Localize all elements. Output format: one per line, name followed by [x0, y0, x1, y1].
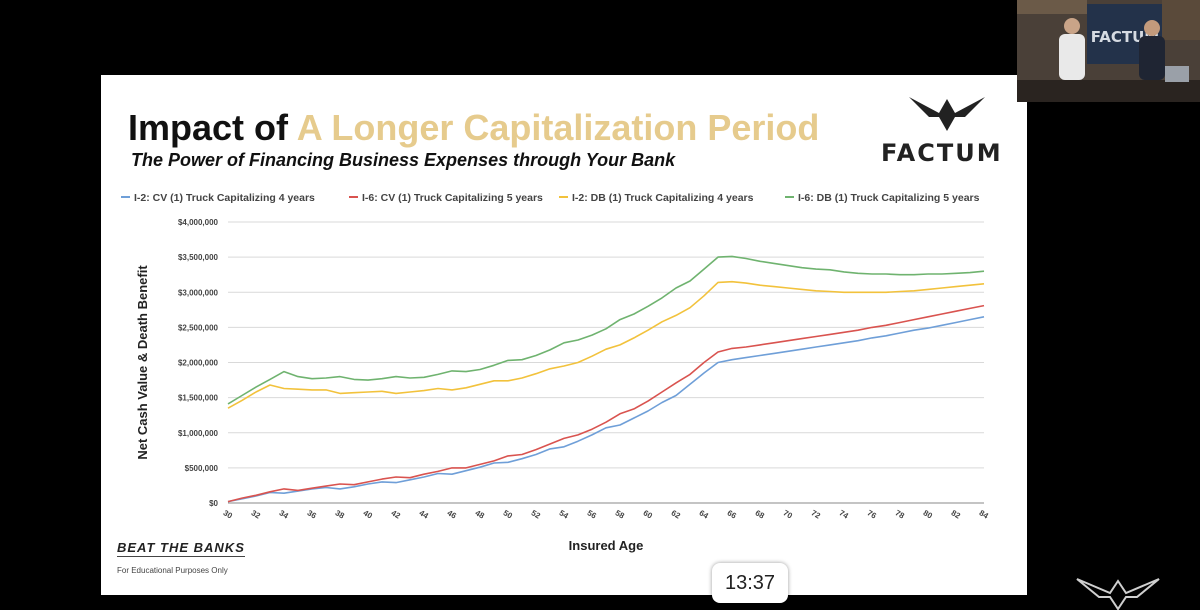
- title-prefix: Impact of: [128, 107, 289, 148]
- y-tick-label: $3,000,000: [178, 288, 219, 297]
- x-tick-label: 54: [558, 508, 571, 521]
- timestamp-badge: 13:37: [712, 563, 788, 603]
- factum-logo-icon: [909, 97, 985, 131]
- presenter-scene-icon: FACTUM: [1017, 0, 1200, 102]
- x-tick-label: 84: [978, 508, 991, 521]
- x-tick-label: 74: [838, 508, 851, 521]
- y-tick-label: $1,500,000: [178, 394, 219, 403]
- legend-label: I-2: DB (1) Truck Capitalizing 4 years: [572, 192, 754, 204]
- x-tick-label: 30: [222, 508, 235, 521]
- x-tick-label: 70: [782, 508, 795, 521]
- legend-label: I-6: DB (1) Truck Capitalizing 5 years: [798, 192, 980, 204]
- x-tick-label: 80: [922, 508, 935, 521]
- presenter-video-thumbnail[interactable]: FACTUM: [1017, 0, 1200, 102]
- x-tick-label: 38: [334, 508, 347, 521]
- factum-logo-text: FACTUM: [881, 139, 1003, 167]
- x-tick-label: 78: [894, 508, 907, 521]
- x-tick-label: 52: [530, 508, 543, 521]
- y-tick-label: $2,000,000: [178, 359, 219, 368]
- slide-subtitle: The Power of Financing Business Expenses…: [131, 150, 676, 170]
- x-tick-label: 58: [614, 508, 627, 521]
- x-tick-label: 76: [866, 508, 879, 521]
- slide-title: Impact of A Longer Capitalization Period: [128, 107, 819, 149]
- x-tick-label: 46: [446, 508, 459, 521]
- y-tick-label: $1,000,000: [178, 429, 219, 438]
- series-line: [227, 280, 985, 409]
- x-tick-label: 36: [306, 508, 319, 521]
- legend-label: I-2: CV (1) Truck Capitalizing 4 years: [134, 192, 315, 204]
- y-tick-label: $500,000: [185, 464, 219, 473]
- series-line: [227, 316, 985, 503]
- x-tick-label: 64: [698, 508, 711, 521]
- x-tick-label: 66: [726, 508, 739, 521]
- x-tick-label: 68: [754, 508, 767, 521]
- disclaimer-text: For Educational Purposes Only: [117, 566, 228, 575]
- series-line: [227, 255, 985, 405]
- x-tick-label: 50: [502, 508, 515, 521]
- x-tick-label: 56: [586, 508, 599, 521]
- x-tick-label: 40: [362, 508, 375, 521]
- x-tick-label: 62: [670, 508, 683, 521]
- x-tick-label: 72: [810, 508, 823, 521]
- y-tick-label: $2,500,000: [178, 323, 219, 332]
- line-chart: I-2: CV (1) Truck Capitalizing 4 years I-…: [121, 192, 991, 553]
- y-tick-label: $3,500,000: [178, 253, 219, 262]
- presentation-slide: Impact of A Longer Capitalization Period…: [101, 75, 1027, 595]
- x-tick-label: 34: [278, 508, 291, 521]
- y-tick-label: $4,000,000: [178, 218, 219, 227]
- x-tick-label: 42: [390, 508, 403, 521]
- x-tick-label: 60: [642, 508, 655, 521]
- legend-label: I-6: CV (1) Truck Capitalizing 5 years: [362, 192, 543, 204]
- x-tick-label: 32: [250, 508, 263, 521]
- factum-watermark-icon: [1076, 578, 1160, 610]
- y-axis-title: Net Cash Value & Death Benefit: [135, 265, 150, 460]
- beat-the-banks-logo: BEAT THE BANKS: [117, 540, 245, 557]
- x-axis-title: Insured Age: [569, 538, 644, 553]
- series-line: [227, 304, 985, 503]
- x-tick-label: 44: [418, 508, 431, 521]
- x-tick-label: 82: [950, 508, 963, 521]
- y-tick-label: $0: [209, 499, 218, 508]
- title-accent: A Longer Capitalization Period: [296, 107, 820, 148]
- x-tick-label: 48: [474, 508, 487, 521]
